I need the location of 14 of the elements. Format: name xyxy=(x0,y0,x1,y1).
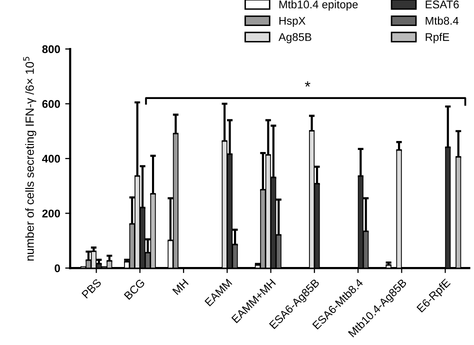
y-tick-label: 200 xyxy=(42,210,60,218)
legend-label: RpfE xyxy=(426,32,450,44)
y-axis-title: number of cells secreting IFN-γ /6× 10$^{5}$ xyxy=(23,56,36,261)
annotation: * xyxy=(304,81,310,87)
y-tick-label: 400 xyxy=(42,154,60,163)
legend-label: HspX xyxy=(279,16,306,27)
y-tick-label: 600 xyxy=(42,100,60,108)
legend-label: Ag85B xyxy=(278,33,312,44)
legend-label: ESAT6 xyxy=(426,0,459,8)
x-tick-label: MH xyxy=(172,278,189,296)
legend-label: Mtb10.4 epitope xyxy=(279,0,358,11)
y-tick-label: 800 xyxy=(42,45,60,54)
y-tick-label: 0 xyxy=(54,264,60,272)
legend-label: Mtb8.4 xyxy=(426,16,459,25)
